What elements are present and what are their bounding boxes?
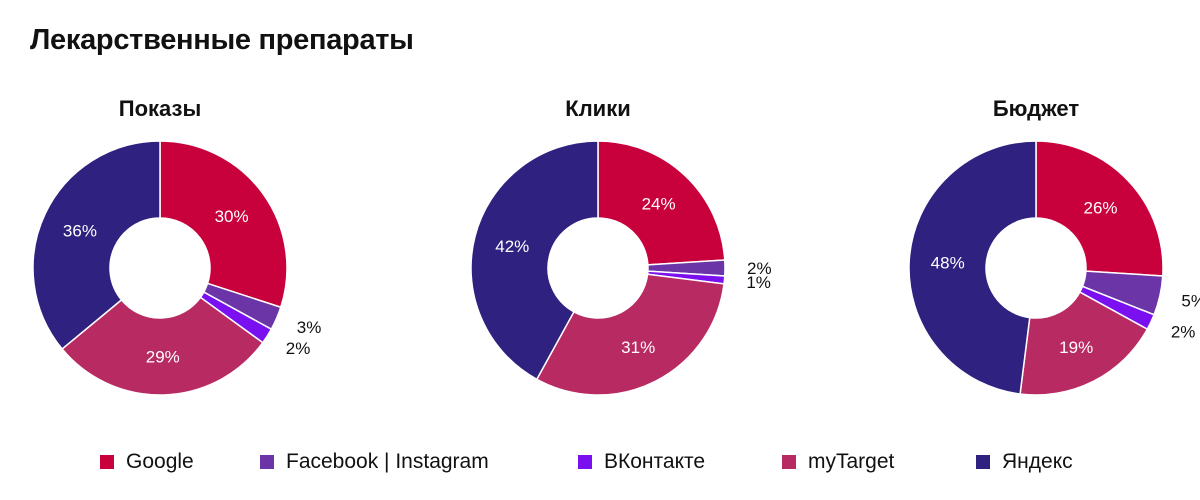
chart-budget: Бюджет 26% 5% 2% 19% 48% [886,90,1200,410]
data-label-facebook-instagram: 3% [297,318,322,337]
data-label-vkontakte: 1% [746,273,771,292]
legend-label: Facebook | Instagram [286,450,489,473]
chart-title: Клики [565,96,631,121]
slice-yandex [32,140,161,351]
data-label-yandex: 42% [495,237,529,256]
legend-item-yandex: Яндекс [976,447,1073,477]
data-label-mytarget: 31% [621,338,655,357]
data-label-facebook-instagram: 5% [1181,292,1200,311]
legend-item-vkontakte: ВКонтакте [578,447,705,477]
legend-swatch [100,455,114,469]
data-label-google: 24% [642,194,676,213]
data-label-google: 26% [1083,198,1117,217]
data-label-vkontakte: 2% [286,339,311,358]
chart-clicks: Клики 24% 2% 1% 31% 42% [448,90,772,410]
slice-google [159,140,288,309]
data-label-google: 30% [215,207,249,226]
slice-google [597,140,726,266]
data-label-yandex: 48% [931,253,965,272]
slice-mytarget [1019,291,1149,396]
data-label-facebook-instagram: 2% [747,259,772,278]
legend-label: Google [126,450,194,473]
legend-item-facebook-instagram: Facebook | Instagram [260,447,489,477]
legend: Google Facebook | Instagram ВКонтакте my… [0,447,1200,477]
legend-label: Яндекс [1002,450,1073,473]
slice-mytarget [61,296,264,396]
data-label-vkontakte: 2% [1171,322,1196,341]
donut-chart-clicks: 24% 2%1% 31% 42% [470,140,772,396]
slice-yandex [470,140,599,381]
legend-swatch [782,455,796,469]
chart-title: Показы [118,96,202,121]
slice-google [1035,140,1164,277]
legend-label: myTarget [808,450,895,473]
legend-swatch [260,455,274,469]
legend-label: ВКонтакте [604,450,706,473]
donut-chart-impressions: 30% 3% 2% 29% 36% [32,140,321,396]
slice-yandex [908,140,1037,395]
data-label-mytarget: 29% [146,347,180,366]
legend-item-google: Google [100,447,194,477]
slice-mytarget [535,273,725,396]
chart-title: Бюджет [992,96,1080,121]
legend-item-mytarget: myTarget [782,447,894,477]
data-label-mytarget: 19% [1059,338,1093,357]
chart-impressions: Показы 30% 3% 2% 29% 36% [10,90,321,410]
data-label-yandex: 36% [63,221,97,240]
page-title: Лекарственные препараты [30,24,414,56]
donut-chart-budget: 26% 5% 2% 19% 48% [908,140,1200,396]
legend-swatch [976,455,990,469]
legend-swatch [578,455,592,469]
